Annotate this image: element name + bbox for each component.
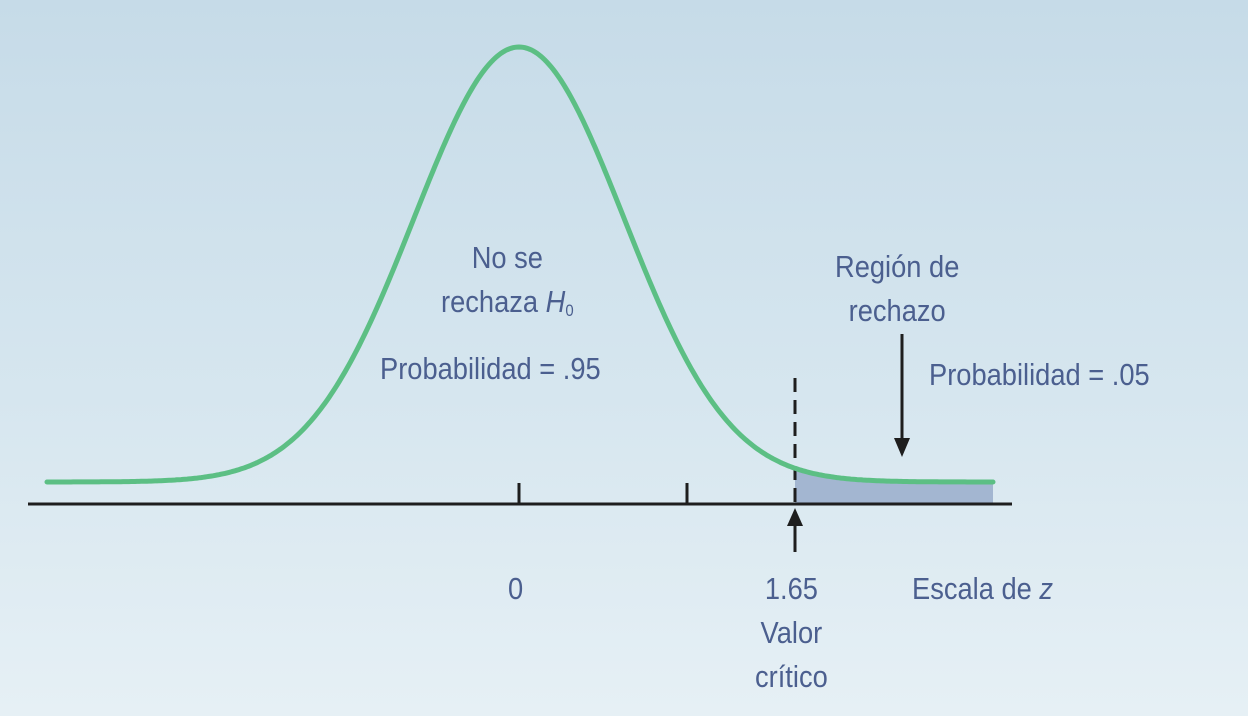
rejection-line2: rechazo <box>848 293 946 328</box>
critical-arrow-head <box>787 508 803 526</box>
z-symbol: z <box>1039 571 1054 606</box>
critical-caption-line1: Valor <box>760 615 823 650</box>
critical-caption-line2: crítico <box>755 659 828 694</box>
h-symbol: H <box>545 284 566 319</box>
rejection-region-label: Región de rechazo <box>835 245 959 333</box>
accept-probability: Probabilidad = .95 <box>380 351 601 386</box>
accept-line2: rechaza H0 <box>441 284 574 320</box>
zero-label: 0 <box>508 571 524 606</box>
rejection-arrow-head <box>894 438 910 457</box>
rejection-line1: Región de <box>835 249 960 284</box>
critical-value-number: 1.65 <box>764 571 818 606</box>
rejection-probability: Probabilidad = .05 <box>929 357 1150 392</box>
h-subscript: 0 <box>565 301 574 320</box>
z-scale-label: Escala de z <box>912 571 1054 606</box>
accept-region-label: No se rechaza H0 <box>441 236 574 333</box>
accept-line1: No se <box>471 240 543 275</box>
rejection-region-shading <box>795 468 993 504</box>
critical-value-label: 1.65 Valor crítico <box>755 567 828 699</box>
normal-curve <box>44 44 996 485</box>
